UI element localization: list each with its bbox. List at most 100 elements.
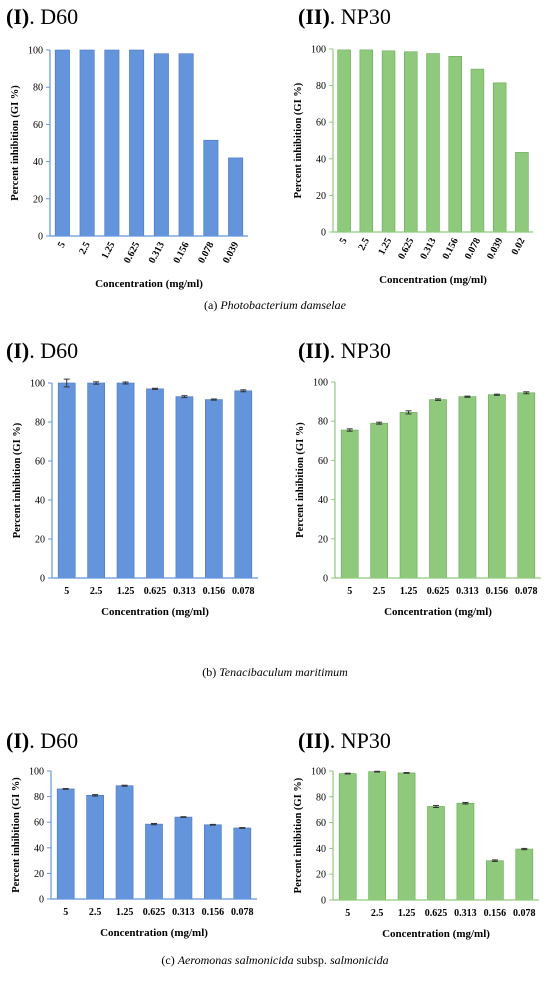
bar <box>456 802 475 901</box>
bar <box>486 860 504 901</box>
x-tick-label: 0.039 <box>221 240 241 265</box>
bar <box>115 785 134 900</box>
x-tick-label: 0.156 <box>171 240 191 265</box>
bar <box>175 396 194 579</box>
caption-organism: Tenacibaculum maritimum <box>219 665 348 679</box>
x-tick-label: 0.156 <box>484 908 507 919</box>
x-tick-label: 0.156 <box>441 236 461 261</box>
x-tick-label: 2.5 <box>77 240 93 256</box>
caption-text: (a) <box>204 298 220 312</box>
bar <box>54 49 70 237</box>
x-tick-label: 0.156 <box>486 586 509 597</box>
bar <box>129 49 145 237</box>
y-axis-label: Percent inhibition (GI %) <box>10 85 21 201</box>
bar <box>56 788 75 900</box>
y-tick-label: 40 <box>316 154 326 165</box>
y-tick-label: 0 <box>323 574 328 585</box>
y-tick-label: 80 <box>318 417 328 428</box>
x-tick-label: 2.5 <box>371 908 384 919</box>
x-tick-label: 0.313 <box>147 240 167 265</box>
y-tick-label: 0 <box>321 896 326 907</box>
y-axis-label: Percent inhibition (GI %) <box>293 82 304 198</box>
chart-c-d60: (I). D60 0 20 40 60 80 100 5 2.5 1.25 0.625 0.313 0.… <box>6 728 257 939</box>
y-tick-label: 20 <box>316 191 326 202</box>
x-tick-label: 0.156 <box>203 586 226 597</box>
bar <box>205 399 223 579</box>
bar <box>145 823 163 900</box>
y-axis-label: Percent inhibition (GI %) <box>295 422 306 538</box>
bar <box>427 806 445 901</box>
y-tick-label: 40 <box>34 843 44 854</box>
caption-text: (c) <box>161 953 177 967</box>
x-tick-label: 1.25 <box>400 586 418 597</box>
x-tick-label: 0.625 <box>427 586 450 597</box>
x-tick-label: 0.078 <box>513 908 536 919</box>
bar <box>79 49 95 237</box>
caption-organism: salmonicida <box>330 953 389 967</box>
bar <box>233 827 252 900</box>
chart-c-np30: (II). NP30 0 20 40 60 80 100 5 2.5 1.25 0.625 0.313… <box>293 728 539 940</box>
bar <box>448 56 462 233</box>
x-tick-label: 0.078 <box>231 907 254 918</box>
caption-organism: Aeromonas salmonicida <box>177 953 294 967</box>
chart-title-roman: (II) <box>298 4 330 29</box>
chart-title: (II). NP30 <box>298 728 391 753</box>
y-tick-label: 60 <box>316 818 326 829</box>
y-tick-label: 20 <box>318 534 328 545</box>
y-tick-label: 80 <box>35 418 45 429</box>
bar <box>340 429 359 579</box>
x-tick-label: 0.039 <box>485 236 505 261</box>
bar <box>86 795 104 900</box>
y-tick-label: 80 <box>34 792 44 803</box>
y-tick-label: 80 <box>316 81 326 92</box>
x-tick-label: 0.313 <box>456 586 479 597</box>
bar <box>381 50 396 233</box>
x-tick-label: 5 <box>338 236 350 246</box>
chart-title: (I). D60 <box>6 338 78 363</box>
bar <box>359 49 374 233</box>
x-tick-label: 0.625 <box>144 586 167 597</box>
chart-title-label: . D60 <box>29 728 78 753</box>
bar <box>204 824 222 900</box>
row-caption: (c) Aeromonas salmonicida subsp. salmoni… <box>161 953 388 967</box>
x-tick-label: 0.078 <box>196 240 216 265</box>
chart-title-label: . D60 <box>29 4 78 29</box>
x-tick-label: 0.313 <box>454 908 477 919</box>
caption-organism: Photobacterium damselae <box>219 298 346 312</box>
x-tick-label: 0.078 <box>232 586 255 597</box>
y-tick-label: 20 <box>34 869 44 880</box>
bar <box>397 772 416 901</box>
bar <box>234 390 253 579</box>
x-axis-label: Concentration (mg/ml) <box>384 606 492 618</box>
x-tick-label: 1.25 <box>116 907 134 918</box>
bar <box>370 422 388 579</box>
caption-text: subsp. <box>294 953 330 967</box>
x-tick-label: 0.078 <box>515 586 538 597</box>
x-tick-label: 1.25 <box>376 236 394 257</box>
bar <box>429 399 447 579</box>
x-tick-label: 0.625 <box>425 908 448 919</box>
bar <box>515 848 534 901</box>
bar <box>368 771 386 901</box>
chart-title-label: . D60 <box>29 338 78 363</box>
y-tick-label: 40 <box>318 495 328 506</box>
x-tick-label: 5 <box>56 240 68 250</box>
chart-title-label: . NP30 <box>330 728 391 753</box>
x-tick-label: 1.25 <box>398 908 416 919</box>
y-tick-label: 100 <box>313 378 328 389</box>
y-axis-label: Percent inhibition (GI %) <box>293 777 304 893</box>
chart-title-label: . NP30 <box>330 4 391 29</box>
y-tick-label: 60 <box>35 457 45 468</box>
x-tick-label: 2.5 <box>89 907 102 918</box>
x-tick-label: 0.625 <box>122 240 142 265</box>
chart-a-np30: (II). NP30 0 20 40 60 80 100 5 2.5 1.25 0.625 0.313… <box>293 4 533 286</box>
chart-title-roman: (II) <box>298 338 330 363</box>
row-caption: (a) Photobacterium damselae <box>204 298 347 312</box>
bar <box>337 49 351 233</box>
x-tick-label: 5 <box>347 586 352 597</box>
caption-text: (b) <box>202 665 219 679</box>
x-tick-label: 0.625 <box>143 907 166 918</box>
x-tick-label: 1.25 <box>100 240 118 261</box>
bar <box>87 382 105 579</box>
bar <box>146 388 164 579</box>
